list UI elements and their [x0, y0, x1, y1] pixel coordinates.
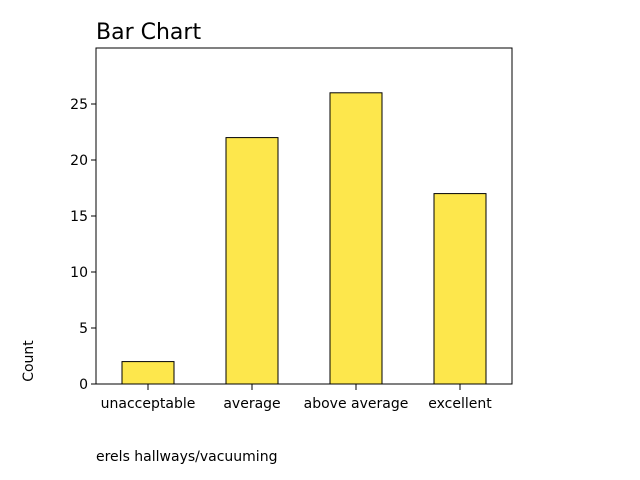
- chart-title: Bar Chart: [96, 20, 201, 45]
- x-tick-label: average: [223, 396, 280, 412]
- bar: [433, 193, 487, 385]
- y-tick-label: 25: [70, 97, 88, 113]
- bar: [329, 92, 383, 385]
- x-tick-label: above average: [304, 396, 409, 412]
- y-tick-label: 15: [70, 209, 88, 225]
- x-tick-label: unacceptable: [101, 396, 196, 412]
- x-axis: unacceptable average above average excellen…: [101, 384, 492, 412]
- y-tick-label: 20: [70, 153, 88, 169]
- bar: [121, 361, 175, 385]
- bar-series: [121, 92, 487, 385]
- y-axis: 0 5 10 15 20 25: [70, 97, 96, 393]
- x-tick-label: excellent: [428, 396, 492, 412]
- x-axis-label: erels hallways/vacuuming: [96, 449, 277, 465]
- y-tick-label: 5: [79, 321, 88, 337]
- bar: [225, 137, 279, 385]
- y-tick-label: 10: [70, 265, 88, 281]
- y-tick-label: 0: [79, 377, 88, 393]
- y-axis-label: Count: [21, 340, 37, 382]
